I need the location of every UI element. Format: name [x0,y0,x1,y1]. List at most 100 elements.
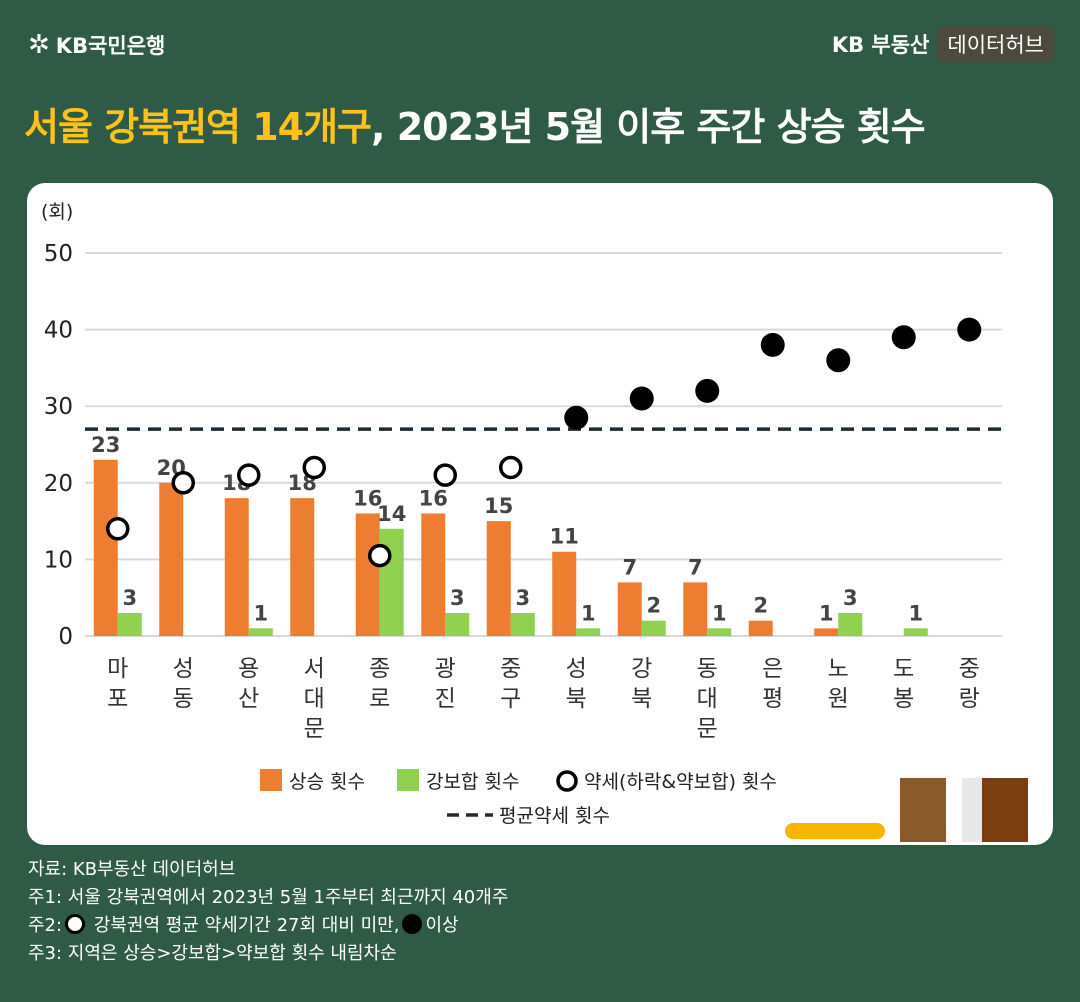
rise-bar [683,582,708,636]
page-title: 서울 강북권역 14개구, 2023년 5월 이후 주간 상승 횟수 [24,96,926,151]
flat-bar-label: 1 [908,601,923,625]
rise-bar-label: 7 [622,555,637,579]
legend-flat-swatch [397,769,419,791]
legend-weak-label: 약세(하락&약보합) 횟수 [584,771,777,793]
flat-bar [117,613,142,636]
rise-bar-label: 16 [419,486,448,510]
flat-bar [576,628,601,636]
rise-bar [355,513,380,636]
rise-bar [159,482,184,636]
title-rest: , 2023년 5월 이후 주간 상승 횟수 [371,105,926,149]
legend-rise-swatch [260,769,282,791]
rise-bar [486,521,511,636]
rise-bar [93,459,118,636]
rise-bar [748,620,773,636]
chart-card: (회) 0 10 20 30 40 50 23 3 마 포 20 성 동 18 1 용 산 18 서 대 문 16 14 종 로 1… [27,183,1053,845]
flat-bar [248,628,273,636]
weak-marker-filled [957,317,982,342]
title-highlight: 서울 강북권역 14개구 [24,105,372,149]
flat-bar-label: 3 [450,586,465,610]
note-source: 자료: KB부동산 데이터허브 [28,859,236,880]
flat-bar-label: 1 [581,601,596,625]
decor-book-left [900,778,946,842]
y-tick-label: 40 [44,318,73,344]
note-2-end: 이상 [425,915,459,936]
note-2: 주2: 강북권역 평균 약세기간 27회 대비 미만, 이상 [28,912,508,940]
y-tick-label: 50 [44,241,73,267]
rise-bar-label: 11 [550,525,579,549]
weak-marker-filled [826,348,851,373]
footnotes: 자료: KB부동산 데이터허브 주1: 서울 강북권역에서 2023년 5월 1… [28,856,508,968]
weak-marker-hollow [237,463,261,487]
filled-circle-icon [402,914,423,934]
y-tick-label: 30 [44,394,73,420]
rise-bar [421,513,446,636]
rise-bar-label: 7 [688,555,703,579]
brand-tag: 데이터허브 [937,26,1054,62]
flat-bar-label: 3 [515,586,530,610]
logo-text: KB국민은행 [55,34,166,58]
kb-bank-logo: ✲ KB국민은행 [28,30,165,60]
flat-bar [903,628,928,636]
legend-flat-label: 강보합 횟수 [426,771,519,793]
weak-marker-filled [695,378,720,403]
weak-marker-filled [760,332,785,357]
weak-marker-hollow [368,543,392,568]
weak-marker-filled [629,386,654,411]
decor-book-mid [962,778,982,842]
kb-realestate-brand: KB 부동산 데이터허브 [832,26,1054,62]
legend-rise-label: 상승 횟수 [289,771,365,793]
flat-bar [707,628,732,636]
rise-bar [552,551,577,636]
note-2-mid: 강북권역 평균 약세기간 27회 대비 미만, [88,915,400,936]
flat-bar [510,613,535,636]
flat-bar-label: 2 [646,594,661,618]
y-tick-label: 10 [44,547,73,573]
rise-bar-label: 16 [353,486,382,510]
weak-marker-hollow [171,471,195,495]
y-tick-label: 20 [44,471,73,497]
weak-marker-hollow [499,455,523,480]
note-1: 주1: 서울 강북권역에서 2023년 5월 1주부터 최근까지 40개주 [28,887,509,908]
flat-bar [641,620,666,636]
weak-marker-hollow [433,463,457,487]
note-2-prefix: 주2: [28,915,63,936]
y-axis-unit: (회) [41,201,73,223]
rise-bar [617,582,642,636]
brand-name: KB 부동산 [831,33,930,57]
rise-bar-label: 15 [484,494,513,518]
y-tick-label: 0 [58,624,73,650]
rise-bar [814,628,839,636]
legend-weak-marker [556,770,578,792]
rise-bar-label: 1 [819,601,834,625]
rise-bar [224,498,249,636]
flat-bar-label: 3 [843,586,858,610]
weak-marker-filled [564,405,589,430]
flat-bar-label: 1 [712,601,727,625]
decor-yellow-bar [785,823,885,839]
flat-bar-label: 14 [377,502,406,526]
weak-marker-hollow [106,517,130,541]
flat-bar-label: 3 [122,586,137,610]
note-3: 주3: 지역은 상승>강보합>약보합 횟수 내림차순 [28,943,397,964]
kb-star-icon: ✲ [28,30,50,60]
rise-bar-label: 2 [753,594,768,618]
rise-bar [290,498,315,636]
flat-bar [445,613,470,636]
hollow-circle-icon [65,914,86,934]
